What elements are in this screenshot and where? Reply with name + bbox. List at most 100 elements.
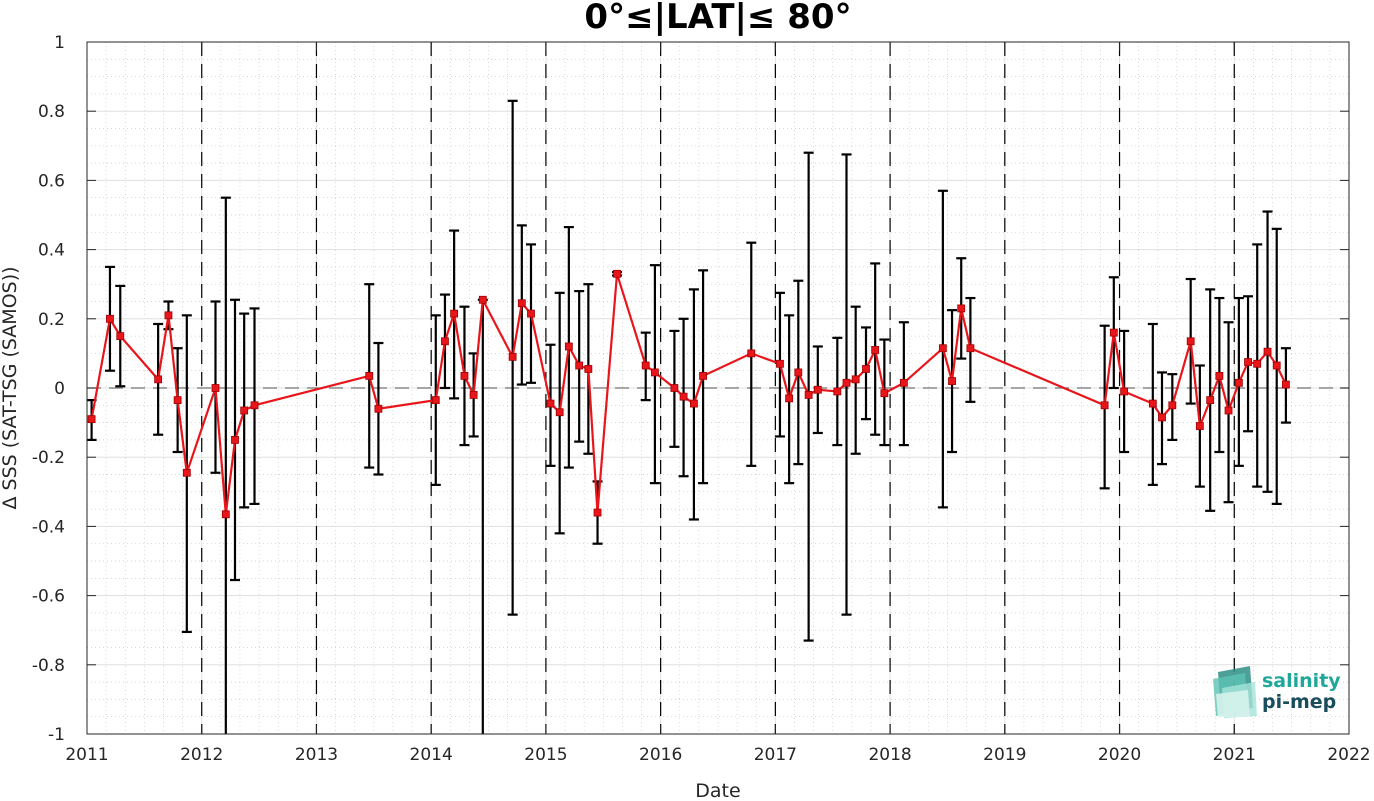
data-point-marker: [564, 342, 573, 351]
data-point-marker: [450, 309, 459, 318]
data-point-marker: [804, 391, 813, 399]
data-point-marker: [527, 309, 535, 318]
y-tick-label: 0: [54, 379, 65, 399]
y-tick-label: 0.8: [38, 102, 65, 122]
x-tick-label: 2014: [410, 745, 453, 765]
x-axis-label: Date: [695, 780, 740, 801]
chart-title: 0°≤|LAT|≤ 80°: [584, 0, 851, 37]
data-point-marker: [785, 394, 794, 403]
data-point-marker: [431, 396, 440, 405]
logo-text-salinity: salinity: [1262, 670, 1341, 692]
data-point-marker: [240, 406, 249, 415]
data-point-marker: [679, 392, 688, 401]
data-point-marker: [613, 269, 621, 278]
y-tick-label: 1: [54, 33, 65, 53]
x-tick-label: 2017: [754, 745, 797, 765]
data-point-marker: [575, 361, 584, 370]
data-point-marker: [116, 332, 125, 341]
data-point-marker: [231, 435, 239, 444]
y-axis-label: Δ SSS (SAT-TSG (SAMOS)): [0, 266, 21, 509]
y-tick-label: 0.6: [38, 171, 65, 191]
data-point-marker: [957, 304, 966, 313]
data-point-marker: [670, 384, 679, 392]
data-point-marker: [478, 295, 487, 304]
data-point-marker: [441, 337, 449, 346]
y-tick-label: -0.2: [32, 448, 65, 468]
data-point-marker: [699, 371, 707, 380]
data-point-marker: [1186, 337, 1195, 346]
data-point-marker: [1263, 347, 1272, 356]
y-tick-label: -0.8: [32, 656, 65, 676]
data-point-marker: [948, 377, 956, 385]
data-point-marker: [164, 311, 173, 320]
data-point-marker: [469, 391, 478, 399]
data-point-marker: [584, 365, 593, 373]
data-point-marker: [154, 375, 163, 384]
data-point-marker: [794, 368, 803, 377]
y-tick-label: -0.6: [32, 587, 65, 607]
data-point-marker: [747, 349, 756, 358]
y-tick-labels: 1 0.8 0.6 0.4 0.2 0 -0.2 -0.4 -0.6 -0.8 -1: [32, 33, 65, 745]
data-point-marker: [250, 401, 259, 410]
data-point-marker: [546, 399, 555, 408]
x-tick-label: 2021: [1213, 745, 1256, 765]
x-tick-label: 2015: [524, 745, 567, 765]
y-tick-label: -0.4: [32, 517, 65, 537]
series-line: [90, 273, 1287, 515]
data-point-marker: [517, 299, 526, 308]
x-tick-labels: 2011 2012 2013 2014 2015 2016 2017 2018 2019 2020…: [65, 745, 1370, 765]
data-point-marker: [555, 408, 564, 417]
x-tick-label: 2012: [180, 745, 223, 765]
data-point-marker: [813, 385, 822, 394]
data-point-marker: [1234, 378, 1243, 387]
data-point-marker: [87, 415, 96, 424]
data-point-marker: [1224, 406, 1233, 415]
data-point-marker: [1120, 387, 1129, 396]
data-point-marker: [1244, 358, 1252, 366]
error-bar: [220, 196, 231, 734]
data-point-marker: [374, 404, 383, 413]
data-point-marker: [871, 346, 880, 354]
logo-text-pi-mep: pi-mep: [1262, 691, 1336, 713]
data-point-marker: [1168, 401, 1177, 410]
data-point-marker: [221, 510, 230, 519]
data-point-marker: [508, 352, 517, 361]
data-point-marker: [1158, 413, 1166, 422]
x-tick-label: 2018: [868, 745, 911, 765]
data-point-marker: [842, 378, 851, 387]
data-point-marker: [1215, 371, 1224, 380]
data-point-marker: [776, 359, 784, 368]
data-point-marker: [593, 508, 602, 517]
y-tick-label: -1: [48, 725, 65, 745]
data-point-marker: [182, 468, 191, 477]
data-point-marker: [1253, 359, 1262, 368]
data-point-marker: [899, 378, 908, 387]
x-tick-label: 2019: [983, 745, 1026, 765]
data-point-marker: [851, 375, 860, 384]
series-markers: [87, 269, 1290, 519]
data-point-marker: [460, 371, 469, 380]
data-point-marker: [1109, 328, 1118, 337]
data-point-marker: [1282, 380, 1290, 389]
y-tick-label: 0.4: [38, 241, 65, 261]
data-point-marker: [211, 384, 220, 392]
data-point-marker: [966, 344, 975, 353]
error-bar: [860, 326, 871, 421]
data-point-marker: [1195, 422, 1204, 430]
data-point-marker: [833, 387, 842, 396]
data-point-marker: [1100, 401, 1109, 410]
x-tick-label: 2013: [295, 745, 338, 765]
data-point-marker: [641, 361, 650, 370]
data-point-marker: [1272, 361, 1281, 370]
data-point-marker: [173, 396, 182, 405]
data-point-marker: [1148, 399, 1157, 408]
data-point-marker: [862, 365, 870, 373]
logo-waves-icon: [1213, 666, 1257, 718]
data-point-marker: [1206, 396, 1215, 405]
x-tick-label: 2022: [1327, 745, 1370, 765]
data-point-marker: [106, 314, 114, 323]
axis-ticks: [86, 41, 1350, 735]
data-point-marker: [651, 368, 659, 377]
data-point-marker: [690, 399, 698, 408]
